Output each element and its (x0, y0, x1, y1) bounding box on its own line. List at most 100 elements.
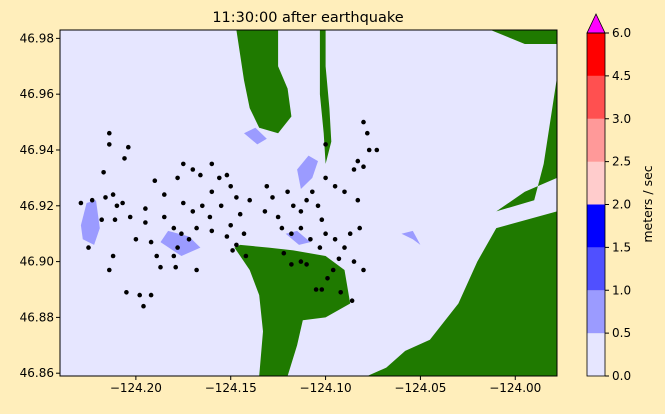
gauge-marker (162, 192, 167, 197)
chart-title: 11:30:00 after earthquake (212, 10, 403, 26)
gauge-marker (209, 228, 215, 234)
gauge-marker (209, 189, 215, 195)
gauge-marker (158, 264, 163, 270)
gauge-marker (332, 184, 338, 189)
y-axis: 46.86 46.88 46.90 46.92 46.94 46.96 46.98 (20, 31, 60, 380)
x-tick-label: −124.00 (489, 381, 541, 395)
gauge-marker (207, 214, 213, 220)
colorbar-tick-label: 0.5 (612, 326, 631, 340)
gauge-marker (217, 175, 222, 181)
gauge-marker (361, 267, 366, 273)
gauge-marker (291, 203, 296, 209)
gauge-marker (355, 197, 361, 203)
gauge-marker (319, 287, 325, 292)
gauge-marker (298, 225, 304, 231)
gauge-marker (148, 239, 154, 245)
gauge-marker (289, 231, 294, 236)
gauge-marker (154, 253, 159, 259)
gauge-marker (89, 197, 95, 203)
gauge-marker (194, 267, 199, 273)
gauge-marker (114, 203, 120, 209)
gauge-marker (289, 262, 294, 267)
gauge-marker (224, 172, 230, 178)
gauge-marker (198, 172, 203, 178)
colorbar-tick-label: 1.0 (612, 283, 631, 297)
y-tick-label: 46.92 (20, 199, 54, 213)
colorbar-segment (587, 204, 605, 248)
y-tick-label: 46.94 (20, 143, 54, 157)
gauge-marker (298, 259, 304, 264)
gauge-marker (107, 130, 112, 136)
gauge-marker (234, 242, 239, 248)
gauge-marker (107, 267, 112, 273)
y-tick-label: 46.96 (20, 87, 54, 101)
gauge-marker (200, 203, 205, 209)
gauge-marker (228, 223, 233, 228)
gauge-marker (179, 231, 184, 236)
gauge-marker (243, 253, 249, 259)
colorbar-extend-arrow (586, 13, 606, 34)
gauge-marker (355, 158, 361, 164)
gauge-marker (237, 211, 243, 217)
gauge-marker (171, 253, 177, 259)
land-polygon (490, 30, 557, 44)
gauge-marker (218, 203, 224, 209)
land-polygon (236, 30, 292, 134)
gauge-marker (319, 217, 325, 222)
gauge-marker (86, 245, 91, 250)
marker-layer (78, 119, 380, 309)
colorbar-segment (587, 333, 605, 376)
colorbar-tick-label: 0.0 (612, 369, 631, 383)
x-tick-label: −124.10 (300, 381, 352, 395)
y-tick-label: 46.98 (20, 31, 54, 45)
gauge-marker (103, 195, 108, 200)
gauge-marker (317, 245, 323, 250)
colorbar-segment (587, 247, 605, 291)
colorbar-tick-label: 2.0 (612, 198, 631, 212)
gauge-marker (228, 184, 233, 189)
x-tick-label: −124.05 (394, 381, 446, 395)
gauge-marker (175, 175, 180, 181)
land-polygon (496, 77, 557, 212)
gauge-marker (298, 209, 304, 214)
velocity-patch (297, 155, 318, 189)
gauge-marker (357, 225, 363, 231)
y-tick-label: 46.90 (20, 255, 54, 269)
colorbar-segment (587, 290, 605, 334)
x-tick-label: −124.20 (110, 381, 162, 395)
gauge-marker (342, 189, 347, 195)
gauge-marker (137, 292, 142, 298)
gauge-marker (338, 290, 344, 295)
gauge-marker (224, 234, 230, 239)
colorbar-tick-label: 3.0 (612, 112, 631, 126)
gauge-marker (262, 209, 268, 214)
gauge-marker (110, 192, 116, 197)
land-polygon (234, 244, 351, 376)
gauge-marker (162, 214, 167, 220)
gauge-marker (313, 287, 319, 292)
gauge-marker (133, 237, 139, 242)
colorbar-tick-label: 1.5 (612, 240, 631, 254)
gauge-marker (336, 256, 342, 262)
gauge-marker (347, 231, 353, 236)
gauge-marker (143, 220, 148, 225)
gauge-marker (275, 214, 281, 220)
colorbar-segment (587, 75, 605, 119)
gauge-marker (325, 276, 330, 281)
gauge-marker (234, 195, 239, 200)
gauge-marker (148, 292, 154, 298)
gauge-marker (351, 259, 357, 264)
gauge-marker (349, 298, 355, 304)
colorbar-segment (587, 161, 605, 205)
gauge-marker (323, 175, 328, 181)
gauge-marker (315, 203, 321, 209)
gauge-marker (230, 248, 235, 253)
colorbar-segment (587, 118, 605, 162)
plot-area (60, 30, 557, 376)
y-tick-label: 46.88 (20, 310, 54, 324)
velocity-patch (80, 200, 100, 245)
gauge-marker (120, 200, 125, 206)
gauge-marker (304, 197, 309, 203)
colorbar-segment (587, 33, 605, 76)
gauge-marker (351, 167, 357, 172)
